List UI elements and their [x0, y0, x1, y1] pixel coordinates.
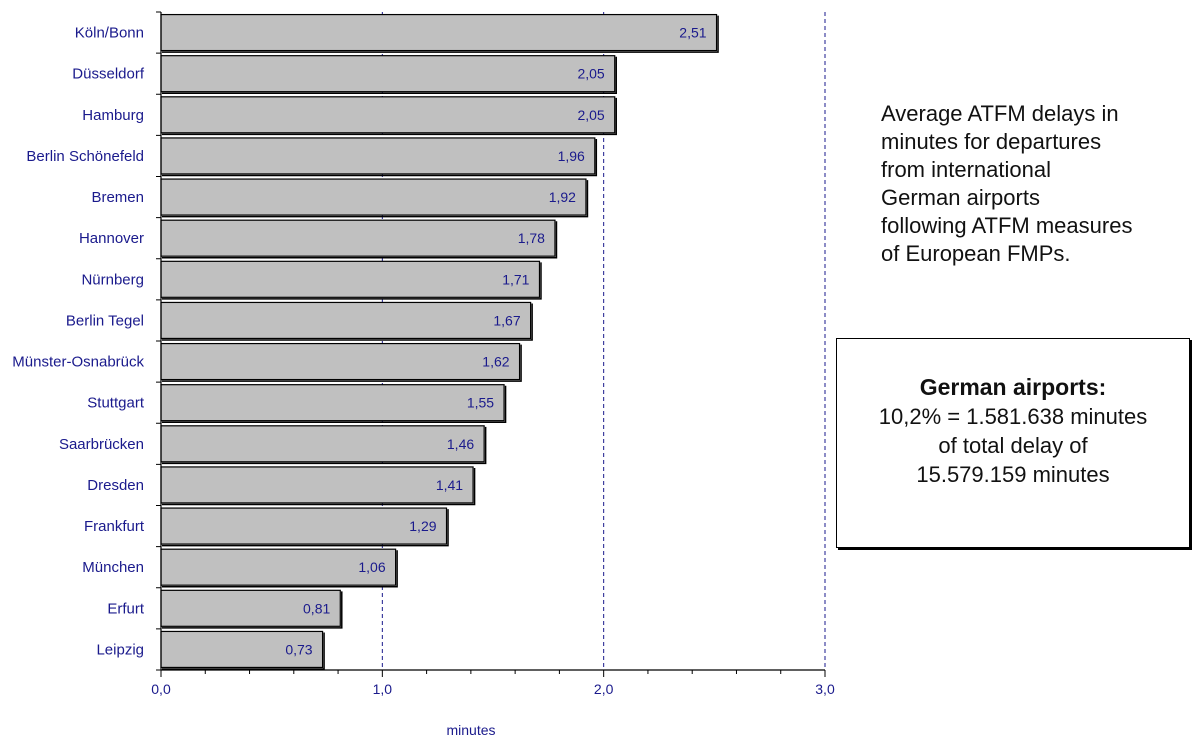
- bar: [160, 137, 596, 175]
- bar-shadow: [162, 56, 617, 94]
- bar-shadow: [162, 426, 487, 465]
- bar-shadow: [162, 15, 719, 53]
- bar: [160, 589, 341, 627]
- caption-line: minutes for departures: [881, 129, 1102, 154]
- bar-shadow: [162, 591, 343, 629]
- value-label: 0,73: [285, 641, 312, 657]
- summary-box: German airports: 10,2% = 1.581.638 minut…: [836, 338, 1190, 548]
- bar-shadow: [162, 550, 398, 588]
- x-axis: 0,0 1,0 2,0 3,0: [151, 11, 835, 697]
- value-label: 1,92: [549, 189, 576, 205]
- caption-line: from international: [881, 157, 1051, 182]
- caption-line: Average ATFM delays in: [881, 101, 1119, 126]
- category-label: Hamburg: [82, 107, 144, 124]
- category-label: Berlin Schönefeld: [26, 148, 144, 165]
- summary-line: 10,2% = 1.581.638 minutes: [878, 404, 1148, 429]
- value-label: 2,51: [679, 25, 706, 41]
- bar-shadow: [162, 344, 522, 382]
- bar: [160, 342, 521, 381]
- bar-shadow: [162, 138, 598, 177]
- bar: [160, 13, 718, 52]
- x-axis-title: minutes: [446, 722, 495, 738]
- x-tick-label: 2,0: [594, 681, 614, 697]
- bar-shadow: [162, 385, 507, 423]
- bar-shadow: [162, 262, 542, 300]
- caption-line: of European FMPs.: [881, 241, 1071, 266]
- value-label: 1,78: [518, 230, 545, 246]
- bar-shadow: [162, 467, 476, 506]
- bar: [160, 55, 616, 93]
- bar: [160, 219, 556, 257]
- value-label: 1,96: [558, 148, 585, 164]
- bar-chart: Köln/Bonn 2,51 Düsseldorf 2,05 Hamburg 2,05 Be…: [12, 11, 835, 738]
- category-label: Bremen: [91, 189, 144, 206]
- bar-shadow: [162, 303, 533, 341]
- bar: [160, 260, 541, 298]
- category-label: Saarbrücken: [59, 436, 144, 453]
- value-label: 1,06: [358, 559, 385, 575]
- category-label: Erfurt: [107, 600, 145, 617]
- bar: [160, 384, 505, 422]
- bar-shadow: [162, 97, 617, 136]
- bar: [160, 466, 474, 504]
- value-label: 1,71: [502, 271, 529, 287]
- category-label: Leipzig: [96, 641, 144, 658]
- value-label: 1,29: [409, 518, 436, 534]
- bar-shadow: [162, 632, 325, 670]
- value-label: 2,05: [577, 107, 604, 123]
- category-label: Münster-Osnabrück: [12, 354, 144, 371]
- category-label: Berlin Tegel: [66, 312, 144, 329]
- category-label: Düsseldorf: [72, 66, 145, 83]
- caption-line: following ATFM measures: [881, 213, 1133, 238]
- summary-line: of total delay of: [938, 433, 1088, 458]
- category-label: Stuttgart: [87, 395, 145, 412]
- value-label: 0,81: [303, 600, 330, 616]
- bar: [160, 301, 532, 340]
- caption-line: German airports: [881, 185, 1040, 210]
- summary-title: German airports:: [919, 374, 1107, 400]
- bar-shadow: [162, 221, 558, 259]
- chart-caption: Average ATFM delays in minutes for depar…: [881, 100, 1181, 268]
- bar-shadow: [162, 509, 449, 547]
- bar: [160, 425, 485, 463]
- category-label: Köln/Bonn: [75, 25, 144, 42]
- value-label: 1,46: [447, 436, 474, 452]
- bar-shadow: [162, 180, 589, 218]
- category-label: Hannover: [79, 230, 144, 247]
- value-label: 1,67: [493, 312, 520, 328]
- bars: Köln/Bonn 2,51 Düsseldorf 2,05 Hamburg 2,05 Be…: [12, 13, 719, 670]
- x-tick-label: 1,0: [373, 681, 393, 697]
- category-label: Dresden: [87, 477, 144, 494]
- value-label: 1,55: [467, 395, 494, 411]
- x-tick-label: 3,0: [815, 681, 835, 697]
- category-label: Frankfurt: [84, 518, 145, 535]
- value-label: 2,05: [577, 66, 604, 82]
- value-label: 1,62: [482, 354, 509, 370]
- summary-line: 15.579.159 minutes: [916, 462, 1110, 487]
- value-label: 1,41: [436, 477, 463, 493]
- bar: [160, 178, 587, 216]
- category-label: Nürnberg: [81, 271, 144, 288]
- x-tick-label: 0,0: [151, 681, 171, 697]
- category-label: München: [82, 559, 144, 576]
- bar: [160, 507, 448, 545]
- bar: [160, 96, 616, 134]
